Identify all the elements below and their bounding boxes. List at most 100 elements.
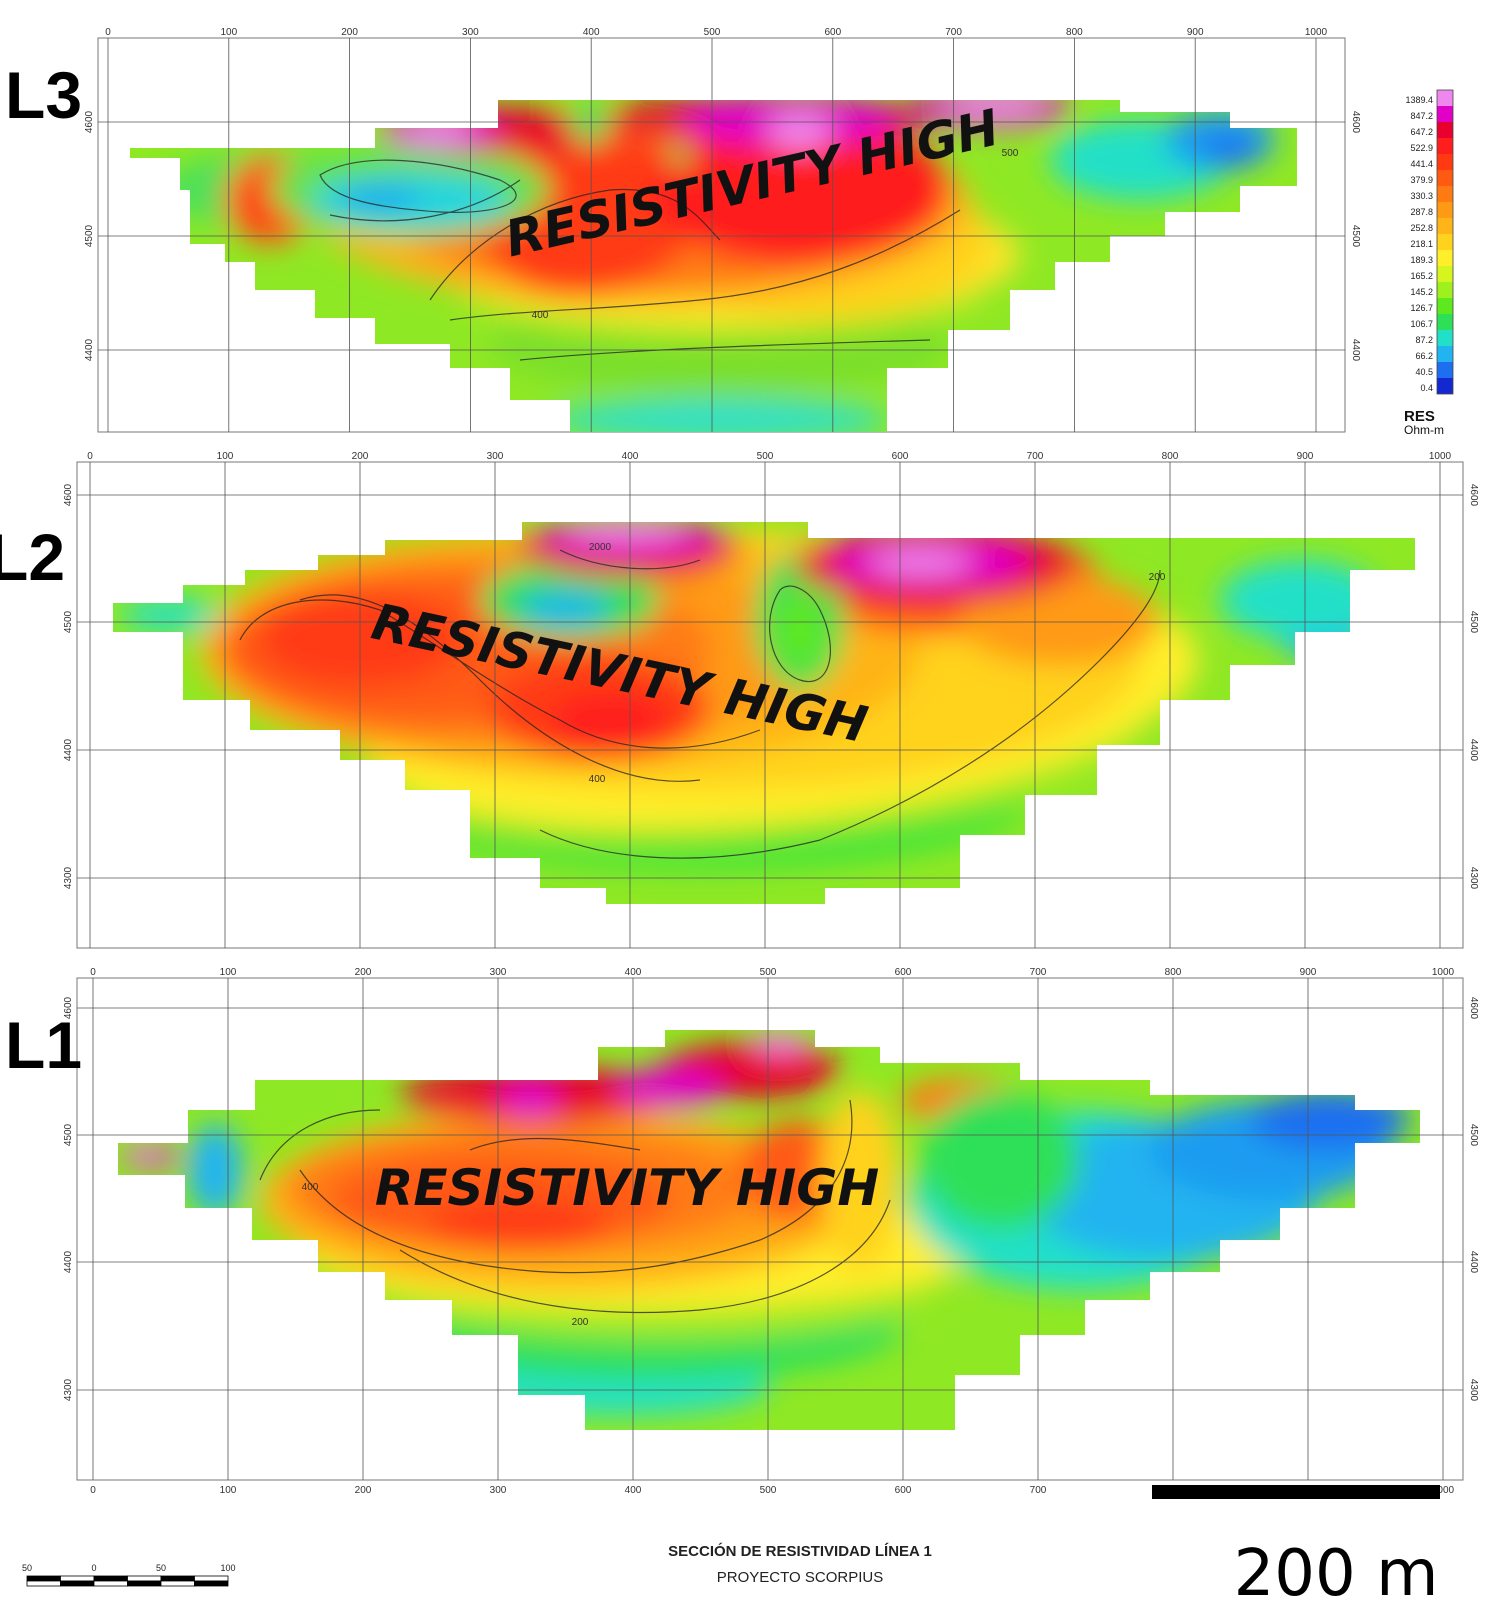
x-tick-label: 500 (757, 451, 774, 462)
x-tick-label: 300 (462, 27, 479, 38)
resistivity-zone (187, 1124, 243, 1216)
y-tick-label-left: 4400 (63, 1250, 74, 1273)
x-tick-label: 1000 (1432, 967, 1455, 978)
x-tick-label: 800 (1066, 27, 1083, 38)
resistivity-section (113, 522, 1415, 904)
x-tick-label-bottom: 400 (625, 1485, 642, 1496)
legend-value: 379.9 (1410, 175, 1433, 185)
x-tick-label: 900 (1297, 451, 1314, 462)
resistivity-zone (120, 599, 220, 631)
legend-swatch (1437, 202, 1453, 218)
scale-tick-label: 50 (22, 1563, 32, 1573)
scale-tick-label: 0 (91, 1563, 96, 1573)
legend-value: 106.7 (1410, 319, 1433, 329)
resistivity-zone (340, 188, 420, 208)
x-tick-label: 400 (625, 967, 642, 978)
x-tick-label: 400 (583, 27, 600, 38)
y-tick-label-left: 4400 (84, 338, 95, 361)
legend-swatch (1437, 138, 1453, 154)
legend-swatch (1437, 362, 1453, 378)
resistivity-zone (550, 695, 670, 745)
x-tick-label-bottom: 300 (490, 1485, 507, 1496)
contour-value-label: 500 (1002, 148, 1019, 159)
x-tick-label: 0 (105, 27, 111, 38)
resistivity-zone (775, 590, 825, 670)
contour-value-label: 400 (589, 774, 606, 785)
x-tick-label-bottom: 500 (760, 1485, 777, 1496)
y-tick-label-right: 4400 (1468, 1251, 1479, 1274)
legend-value: 0.4 (1420, 383, 1433, 393)
legend-value: 126.7 (1410, 303, 1433, 313)
scale-bar-200m (1152, 1485, 1440, 1499)
legend-value: 287.8 (1410, 207, 1433, 217)
panel-frame (76, 977, 1464, 1481)
scale-tick-label: 50 (156, 1563, 166, 1573)
y-tick-label-left: 4500 (63, 1123, 74, 1146)
panel-label-l3: L3 (5, 58, 82, 132)
contour-line (429, 188, 721, 301)
legend-swatch (1437, 154, 1453, 170)
x-tick-label: 800 (1162, 451, 1179, 462)
footer-subtitle: PROYECTO SCORPIUS (717, 1569, 883, 1586)
legend-swatch (1437, 186, 1453, 202)
resistivity-zone (768, 114, 832, 150)
x-tick-label: 200 (341, 27, 358, 38)
resistivity-zone (750, 1032, 810, 1052)
legend-value: 66.2 (1415, 351, 1433, 361)
legend-value: 1389.4 (1405, 95, 1433, 105)
legend-swatch (1437, 122, 1453, 138)
contour-line (539, 569, 1161, 859)
y-tick-label-right: 4500 (1350, 225, 1361, 248)
y-tick-label-left: 4500 (63, 610, 74, 633)
panel-frame (76, 461, 1464, 949)
legend-swatch (1437, 330, 1453, 346)
x-tick-label: 1000 (1429, 451, 1452, 462)
contour-line (399, 1199, 891, 1314)
small-scale-bar: 50 0 50 100 (22, 1563, 236, 1587)
y-tick-label-left: 4600 (63, 996, 74, 1019)
legend-swatch (1437, 106, 1453, 122)
x-tick-label: 600 (824, 27, 841, 38)
resistivity-zone (870, 550, 970, 574)
section-panel-l2: 0 100 200 300 400 500 600 700 800 900 1000 4600 4600… (0, 451, 1479, 949)
legend-value: 218.1 (1410, 239, 1433, 249)
resistivity-zone (650, 115, 950, 265)
legend-swatch (1437, 314, 1453, 330)
resistivity-zone (127, 1144, 163, 1160)
contour-line (469, 1137, 641, 1151)
resistivity-high-annotation: RESISTIVITY HIGH (375, 1159, 879, 1217)
resistivity-zone (945, 100, 1045, 117)
y-tick-label-left: 4300 (63, 866, 74, 889)
resistivity-zone (1220, 560, 1380, 640)
resistivity-section (130, 100, 1297, 432)
contour-line (319, 159, 517, 213)
y-tick-label-left: 4600 (63, 483, 74, 506)
resistivity-zone (1202, 136, 1258, 164)
x-tick-label: 700 (945, 27, 962, 38)
resistivity-zone (1250, 1090, 1410, 1150)
x-tick-label: 1000 (1305, 27, 1328, 38)
x-tick-label: 200 (355, 967, 372, 978)
x-tick-label: 0 (90, 967, 96, 978)
y-tick-label-right: 4600 (1468, 484, 1479, 507)
panel-label-l2: L2 (0, 520, 65, 594)
resistivity-zone (500, 1082, 560, 1118)
legend-value: 647.2 (1410, 127, 1433, 137)
contour-line (239, 599, 761, 749)
scale-tick-label: 100 (220, 1563, 235, 1573)
x-tick-label: 600 (892, 451, 909, 462)
contour-line (519, 339, 931, 361)
x-tick-label: 700 (1027, 451, 1044, 462)
legend-value: 252.8 (1410, 223, 1433, 233)
resistivity-section (118, 1030, 1420, 1430)
legend-swatch (1437, 234, 1453, 250)
x-tick-label: 400 (622, 451, 639, 462)
x-tick-label: 900 (1300, 967, 1317, 978)
legend-swatch (1437, 346, 1453, 362)
y-tick-label-left: 4600 (84, 110, 95, 133)
legend-swatch (1437, 378, 1453, 394)
x-tick-label: 500 (704, 27, 721, 38)
contour-value-label: 2000 (589, 542, 612, 553)
contour-value-label: 400 (302, 1182, 319, 1193)
resistivity-zone (565, 522, 685, 540)
